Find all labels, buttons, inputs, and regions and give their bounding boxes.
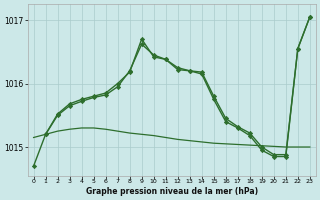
X-axis label: Graphe pression niveau de la mer (hPa): Graphe pression niveau de la mer (hPa) xyxy=(86,187,258,196)
